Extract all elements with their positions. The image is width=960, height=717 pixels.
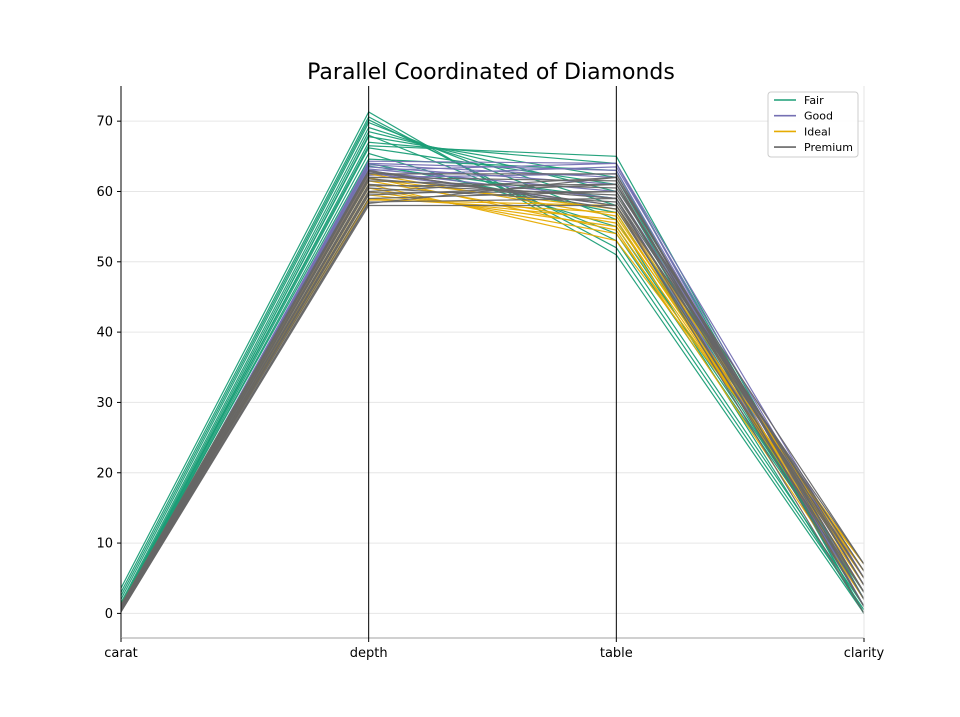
y-tick-label: 70 xyxy=(96,115,113,130)
series-fair xyxy=(120,111,865,614)
data-line xyxy=(120,204,865,614)
series-good xyxy=(120,160,865,612)
legend-label: Ideal xyxy=(804,125,831,138)
axes: 0 10 20 30 40 50 60 70 carat depth table clarity xyxy=(96,86,885,661)
data-line xyxy=(120,111,865,614)
data-line xyxy=(120,176,865,612)
legend-label: Fair xyxy=(804,94,824,107)
axis-label-depth: depth xyxy=(350,646,388,661)
data-line xyxy=(120,160,865,612)
data-lines xyxy=(120,111,865,614)
series-premium xyxy=(120,169,865,614)
legend: Fair Good Ideal Premium xyxy=(767,91,859,158)
y-tick-label: 60 xyxy=(96,185,113,200)
data-line xyxy=(120,121,865,614)
y-tick-label: 40 xyxy=(96,326,113,341)
axis-label-clarity: clarity xyxy=(844,646,885,661)
data-line xyxy=(120,158,865,614)
data-line xyxy=(120,183,865,611)
data-line xyxy=(120,134,865,609)
data-line xyxy=(120,169,865,606)
data-line xyxy=(120,145,865,605)
y-tick-label: 20 xyxy=(96,466,113,481)
data-line xyxy=(120,166,865,607)
data-line xyxy=(120,176,865,607)
data-line xyxy=(120,190,865,612)
y-tick-label: 50 xyxy=(96,255,113,270)
y-tick-label: 0 xyxy=(105,607,113,622)
legend-label: Good xyxy=(804,110,833,123)
data-line xyxy=(120,162,865,610)
legend-label: Premium xyxy=(804,141,853,154)
y-tick-label: 10 xyxy=(96,537,113,552)
axis-label-table: table xyxy=(600,646,633,661)
y-tick-label: 30 xyxy=(96,396,113,411)
legend-box xyxy=(767,91,859,158)
axis-label-carat: carat xyxy=(104,646,138,661)
chart-title: Parallel Coordinated of Diamonds xyxy=(307,60,675,85)
data-line xyxy=(120,126,865,604)
